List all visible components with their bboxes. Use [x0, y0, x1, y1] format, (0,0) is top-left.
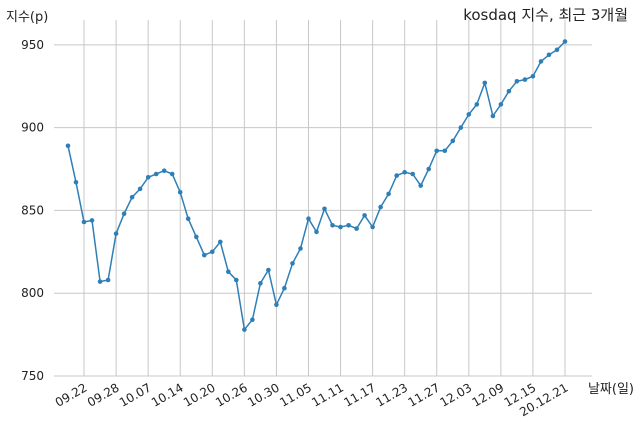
- data-point: [450, 138, 456, 144]
- data-point: [410, 171, 416, 177]
- data-point: [218, 239, 223, 245]
- data-point: [258, 281, 263, 286]
- data-point: [290, 261, 295, 266]
- data-point: [354, 226, 359, 231]
- y-tick-label: 850: [21, 203, 44, 217]
- x-tick-label: 10.14: [149, 380, 186, 409]
- data-point: [498, 102, 504, 107]
- data-point: [226, 269, 231, 275]
- data-point: [514, 79, 520, 84]
- data-point: [530, 74, 536, 79]
- data-point: [177, 189, 183, 195]
- x-tick-label: 11.17: [341, 380, 378, 409]
- data-point: [169, 171, 175, 177]
- data-point: [145, 175, 151, 180]
- data-point: [434, 148, 440, 154]
- data-point: [458, 125, 464, 130]
- data-point: [546, 52, 552, 58]
- y-axis-label: 지수(p): [6, 10, 49, 25]
- data-point: [242, 327, 247, 332]
- data-point: [298, 246, 303, 251]
- data-point: [314, 229, 319, 235]
- data-point: [474, 102, 480, 107]
- x-tick-label: 11.05: [277, 380, 314, 409]
- x-tick-label: 11.27: [405, 380, 442, 409]
- chart-title: kosdaq 지수, 최근 3개월: [463, 6, 628, 24]
- data-point: [89, 218, 95, 223]
- data-point: [378, 204, 383, 210]
- series-line: [67, 40, 566, 332]
- x-tick-label: 12.09: [470, 380, 507, 409]
- x-tick-label: 11.23: [373, 380, 410, 409]
- data-point: [97, 279, 103, 284]
- data-point: [466, 112, 472, 117]
- data-point: [161, 168, 167, 173]
- x-axis-label: 날짜(일): [587, 382, 634, 397]
- data-point: [73, 180, 79, 185]
- x-tick-label: 09.28: [85, 380, 122, 409]
- data-point: [538, 59, 544, 64]
- data-point: [338, 224, 343, 230]
- data-point: [362, 213, 367, 218]
- x-tick-label: 10.07: [117, 380, 154, 409]
- data-point: [137, 186, 143, 192]
- y-tick-label: 800: [21, 286, 44, 300]
- y-tick-label: 750: [21, 369, 44, 383]
- data-point: [81, 219, 87, 225]
- data-point: [113, 231, 119, 236]
- data-point: [562, 39, 568, 44]
- data-point: [554, 47, 560, 53]
- data-point: [153, 171, 159, 177]
- data-point: [105, 277, 111, 283]
- data-point: [210, 249, 215, 255]
- x-tick-label: 11.11: [309, 380, 346, 409]
- data-point: [418, 183, 424, 188]
- data-point: [266, 267, 271, 273]
- data-point: [274, 302, 279, 308]
- data-point: [394, 173, 400, 178]
- x-tick-label: 09.22: [53, 380, 90, 409]
- data-point: [442, 148, 448, 154]
- data-point: [250, 317, 255, 323]
- x-tick-label: 12.03: [438, 380, 475, 409]
- data-point: [121, 211, 127, 216]
- data-point: [185, 216, 191, 221]
- data-point: [306, 216, 311, 221]
- data-point: [426, 166, 432, 172]
- data-point: [330, 223, 335, 228]
- data-point: [482, 80, 488, 86]
- data-point: [322, 206, 327, 212]
- data-point: [65, 143, 71, 149]
- y-tick-label: 900: [21, 121, 44, 135]
- data-point: [194, 234, 199, 240]
- x-tick-label: 10.26: [213, 380, 250, 409]
- data-point: [490, 113, 496, 119]
- data-point: [346, 223, 351, 228]
- data-point: [282, 285, 287, 291]
- data-point: [129, 194, 135, 200]
- data-point: [386, 191, 391, 197]
- data-point: [522, 77, 528, 82]
- data-point: [506, 88, 512, 94]
- data-point: [234, 277, 239, 283]
- data-point: [370, 224, 375, 230]
- y-tick-label: 950: [21, 38, 44, 52]
- x-tick-label: 10.20: [181, 380, 218, 409]
- data-point: [402, 170, 408, 175]
- data-point: [202, 252, 207, 258]
- x-tick-label: 10.30: [245, 380, 282, 409]
